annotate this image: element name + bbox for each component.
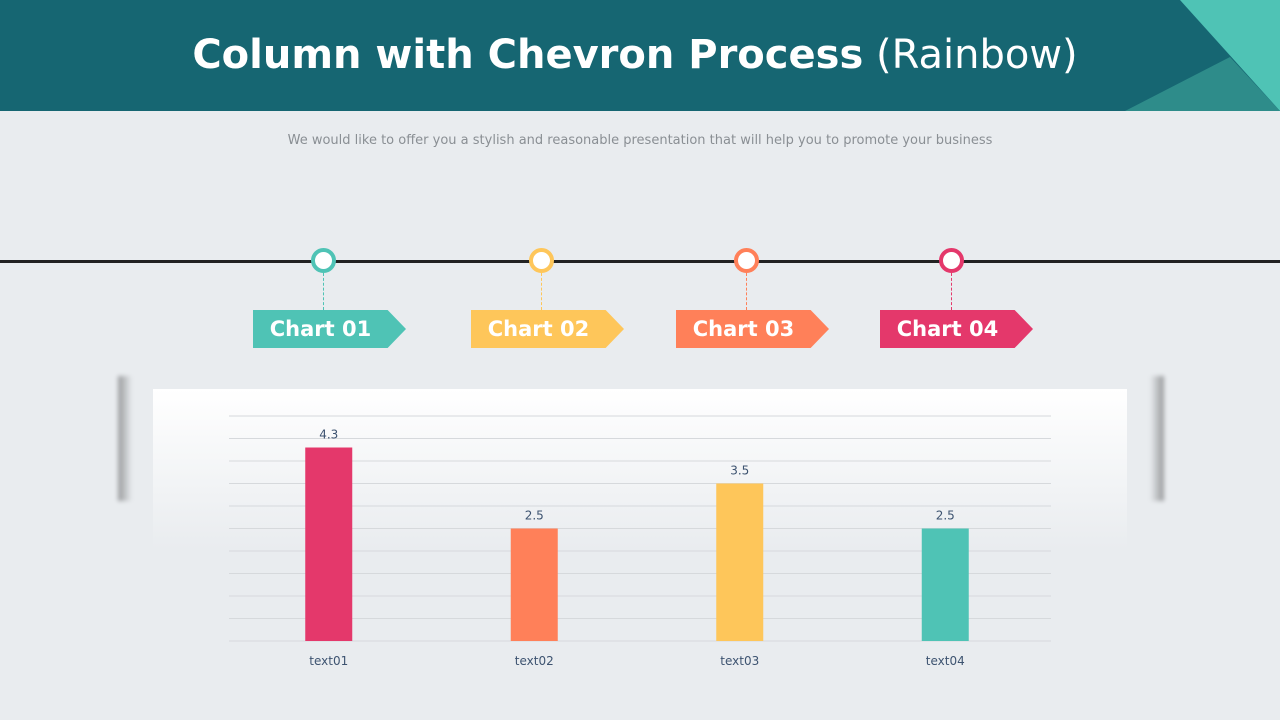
page-title: Column with Chevron Process (Rainbow) <box>192 32 1078 78</box>
chevron-label: Chart 01 <box>269 317 372 341</box>
chevron-label: Chart 02 <box>487 317 590 341</box>
data-label: 2.5 <box>525 509 544 523</box>
timeline-node <box>529 248 554 273</box>
panel-shadow-left <box>118 376 132 501</box>
chevron-label: Chart 04 <box>896 317 999 341</box>
timeline-node <box>734 248 759 273</box>
chevron-step: Chart 02 <box>471 310 624 348</box>
timeline-line <box>0 260 1280 263</box>
header-decoration <box>1125 0 1280 111</box>
chevron-step: Chart 04 <box>880 310 1033 348</box>
data-label: 4.3 <box>319 428 338 442</box>
node-connector <box>951 273 952 310</box>
bar <box>921 528 969 641</box>
node-connector <box>541 273 542 310</box>
data-label: 3.5 <box>730 464 749 478</box>
x-tick-label: text01 <box>309 654 348 668</box>
chevron-step: Chart 01 <box>253 310 406 348</box>
x-tick-label: text03 <box>720 654 759 668</box>
bar <box>510 528 558 641</box>
x-tick-label: text02 <box>515 654 554 668</box>
subtitle: We would like to offer you a stylish and… <box>287 133 993 148</box>
bar <box>305 447 353 641</box>
data-label: 2.5 <box>936 509 955 523</box>
timeline-node <box>939 248 964 273</box>
x-tick-label: text04 <box>926 654 965 668</box>
timeline-node <box>311 248 336 273</box>
chevron-label: Chart 03 <box>692 317 795 341</box>
node-connector <box>746 273 747 310</box>
header-banner: Column with Chevron Process (Rainbow) <box>0 0 1280 111</box>
bar <box>716 483 764 641</box>
chevron-step: Chart 03 <box>676 310 829 348</box>
node-connector <box>323 273 324 310</box>
